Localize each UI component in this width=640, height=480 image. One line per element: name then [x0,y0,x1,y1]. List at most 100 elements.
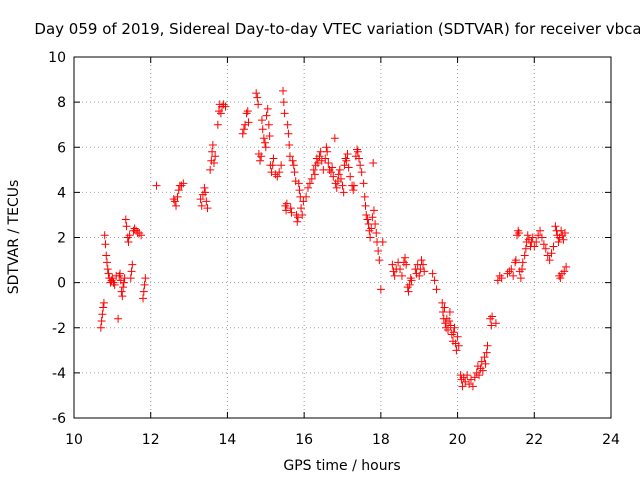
data-point [415,271,424,280]
data-point [305,179,314,188]
data-point [256,156,265,165]
x-tick-label: 24 [602,432,620,448]
data-point [275,168,284,177]
data-point [445,316,454,325]
data-point [332,183,341,192]
data-point [511,258,520,267]
data-point [170,197,179,206]
data-point [523,231,532,240]
data-point [97,316,106,325]
data-point [454,341,463,350]
data-point [342,156,351,165]
data-point [328,163,337,172]
data-point [452,346,461,355]
data-point [503,269,512,278]
data-point [284,129,293,138]
data-point [322,143,331,152]
data-point [101,240,110,249]
data-point [125,231,134,240]
data-point [286,204,295,213]
data-point [310,170,319,179]
data-point [315,152,324,161]
data-point [98,310,107,319]
data-point [122,222,131,231]
data-point [114,314,123,323]
data-point [210,159,219,168]
data-point [303,183,312,192]
data-point [279,98,288,107]
data-point [334,170,343,179]
data-point [203,204,212,213]
y-tick-label: 10 [48,50,66,66]
y-tick-label: -4 [52,366,66,382]
data-point [547,249,556,258]
data-point [289,161,298,170]
data-point [99,303,108,312]
data-point [295,186,304,195]
data-point [532,238,541,247]
data-point [309,165,318,174]
data-point [556,274,565,283]
data-point [280,109,289,118]
data-point [268,161,277,170]
data-point [445,307,454,316]
data-point [202,197,211,206]
data-point [475,371,484,380]
data-point [127,267,136,276]
data-point [518,265,527,274]
data-point [261,143,270,152]
data-point [465,380,474,389]
x-tick-label: 20 [449,432,467,448]
data-point [100,231,109,240]
data-point [549,242,558,251]
data-point [404,287,413,296]
data-point [361,201,370,210]
data-point [505,267,514,276]
data-point [518,258,527,267]
data-point [420,267,429,276]
data-point [458,382,467,391]
data-point [124,238,133,247]
data-point [252,89,261,98]
data-point [453,332,462,341]
data-point [545,256,554,265]
data-point [369,206,378,215]
data-point [271,170,280,179]
y-tick-label: -2 [52,321,66,337]
data-point [118,292,127,301]
data-point [208,140,217,149]
data-point [126,274,135,283]
y-tick-label: 8 [57,95,66,111]
data-point [537,233,546,242]
data-point [417,256,426,265]
data-point [341,154,350,163]
data-point [338,181,347,190]
data-point [438,307,447,316]
data-point [238,129,247,138]
y-tick-label: 6 [57,140,66,156]
data-point [102,251,111,260]
data-point [375,256,384,265]
data-point [528,233,537,242]
data-point [354,154,363,163]
data-point [369,159,378,168]
data-point [557,226,566,235]
data-point [196,195,205,204]
data-point [253,93,262,102]
data-point [495,271,504,280]
x-tick-label: 14 [219,432,237,448]
data-point [264,120,273,129]
data-point [116,269,125,278]
data-point [438,298,447,307]
data-point [283,120,292,129]
data-point [254,100,263,109]
data-point [357,168,366,177]
data-point [119,278,128,287]
data-point [344,163,353,172]
data-point [243,107,252,116]
data-point [366,233,375,242]
data-point [480,353,489,362]
x-tick-label: 18 [372,432,390,448]
data-point [405,280,414,289]
data-point [432,285,441,294]
